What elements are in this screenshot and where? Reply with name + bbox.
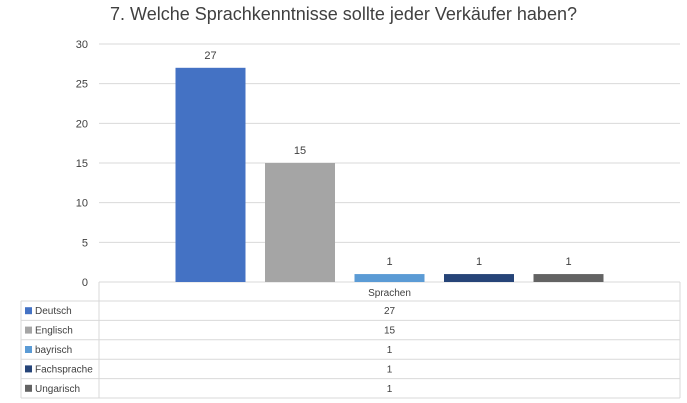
y-tick-label: 25	[76, 79, 88, 91]
table-value: 1	[387, 345, 393, 356]
table-value: 1	[387, 384, 393, 395]
chart-title: 7. Welche Sprachkenntnisse sollte jeder …	[110, 4, 577, 24]
bar-ungarisch	[533, 274, 604, 282]
legend-entry: Fachsprache	[35, 364, 93, 375]
legend-key	[25, 307, 32, 315]
bar-deutsch	[175, 67, 246, 282]
y-tick-label: 20	[76, 118, 88, 130]
data-label: 1	[476, 256, 482, 268]
legend-entry: bayrisch	[35, 345, 72, 356]
legend-key	[25, 326, 32, 334]
y-tick-label: 30	[76, 39, 88, 51]
data-label: 1	[565, 256, 571, 268]
legend-entry: Englisch	[35, 326, 73, 337]
y-tick-label: 0	[82, 277, 88, 289]
legend-key	[25, 365, 32, 373]
y-tick-label: 10	[76, 198, 88, 210]
table-value: 15	[384, 326, 396, 337]
x-axis-label: Sprachen	[368, 288, 411, 299]
bar-englisch	[265, 163, 335, 282]
data-label: 15	[294, 145, 306, 157]
y-tick-label: 5	[82, 237, 88, 249]
legend-entry: Ungarisch	[35, 384, 80, 395]
bar-bayrisch	[354, 274, 425, 282]
y-tick-label: 15	[76, 158, 88, 170]
legend-key	[25, 384, 32, 392]
data-label: 1	[386, 256, 392, 268]
legend-key	[25, 346, 32, 353]
table-value: 27	[384, 306, 396, 317]
legend-entry: Deutsch	[35, 306, 72, 317]
data-label: 27	[204, 50, 216, 62]
table-value: 1	[387, 364, 393, 375]
bar-fachsprache	[444, 274, 514, 282]
